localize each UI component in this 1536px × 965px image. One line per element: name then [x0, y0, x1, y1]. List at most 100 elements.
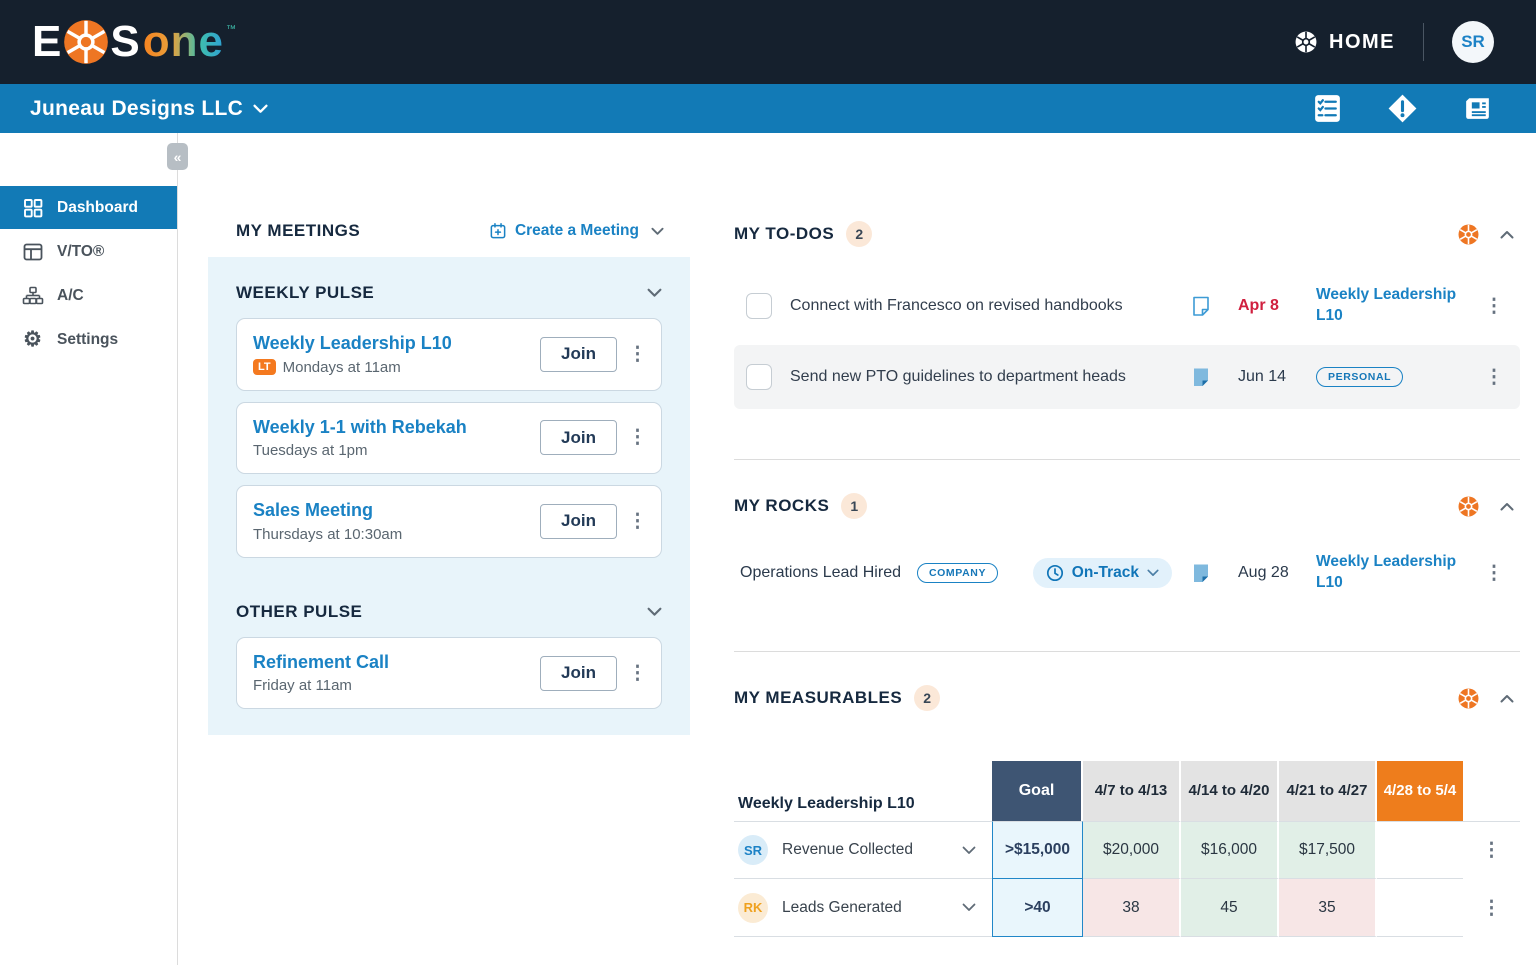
note-icon[interactable] [1190, 562, 1214, 584]
sidebar-item-dashboard[interactable]: Dashboard [0, 186, 177, 229]
todo-list-icon[interactable] [1311, 92, 1344, 125]
gear-icon: ⚙ [23, 328, 42, 351]
weekly-pulse-title: WEEKLY PULSE [236, 283, 375, 302]
sidebar-item-vto[interactable]: V/TO® [0, 230, 177, 273]
rock-text: Operations Lead Hired [740, 564, 901, 581]
chevron-up-icon[interactable] [1500, 230, 1514, 239]
kebab-menu-icon[interactable]: ⋮ [628, 510, 647, 532]
clock-icon [1046, 564, 1064, 582]
week-column-header: 4/21 to 4/27 [1279, 761, 1377, 821]
topbar-divider [1423, 23, 1424, 61]
kebab-menu-icon[interactable]: ⋮ [628, 662, 647, 684]
issues-icon[interactable] [1386, 92, 1419, 125]
user-avatar[interactable]: SR [1452, 21, 1494, 63]
chevron-down-icon[interactable] [647, 607, 662, 617]
eosone-logo[interactable]: E S one ™ [32, 18, 236, 66]
rock-due-date: Aug 28 [1238, 564, 1289, 581]
join-button[interactable]: Join [540, 503, 617, 539]
my-rocks-title: MY ROCKS [734, 496, 830, 515]
meeting-name-link[interactable]: Refinement Call [253, 651, 390, 672]
chevron-down-icon[interactable] [962, 846, 976, 855]
company-tag: COMPANY [916, 563, 999, 583]
meeting-name-link[interactable]: Weekly 1-1 with Rebekah [253, 416, 467, 437]
my-measurables-title: MY MEASURABLES [734, 688, 903, 707]
meeting-card: Weekly 1-1 with Rebekah Tuesdays at 1pm … [236, 401, 662, 475]
todo-text: Connect with Francesco on revised handbo… [790, 297, 1123, 314]
value-cell[interactable]: $16,000 [1181, 821, 1279, 879]
kebab-menu-icon[interactable]: ⋮ [1482, 897, 1501, 919]
kebab-menu-icon[interactable]: ⋮ [628, 427, 647, 449]
org-bar: Juneau Designs LLC [0, 84, 1536, 133]
todo-due-date: Apr 8 [1238, 297, 1279, 314]
note-icon[interactable] [1190, 366, 1214, 388]
kebab-menu-icon[interactable]: ⋮ [1484, 366, 1504, 388]
todo-item: Connect with Francesco on revised handbo… [734, 277, 1520, 335]
home-button[interactable]: HOME [1295, 31, 1395, 54]
top-bar: E S one ™ HOME SR [0, 0, 1536, 84]
other-pulse-title: OTHER PULSE [236, 601, 363, 621]
create-a-meeting-button[interactable]: Create a Meeting [489, 222, 664, 240]
headlines-icon[interactable] [1461, 92, 1494, 125]
personal-tag: PERSONAL [1316, 367, 1404, 387]
value-cell[interactable]: 35 [1279, 879, 1377, 937]
kebab-menu-icon[interactable]: ⋮ [1484, 562, 1504, 584]
value-cell[interactable] [1377, 879, 1463, 937]
goal-cell: >$15,000 [992, 821, 1083, 879]
eos-wheel-icon[interactable] [1458, 496, 1479, 517]
value-cell[interactable] [1377, 821, 1463, 879]
my-todos-title: MY TO-DOS [734, 224, 835, 243]
eos-wheel-icon[interactable] [1458, 688, 1479, 709]
rock-status-label: On-Track [1071, 564, 1139, 581]
meeting-card: Sales Meeting Thursdays at 10:30am Join … [236, 485, 662, 558]
todos-count-badge: 2 [846, 221, 873, 247]
join-button[interactable]: Join [540, 420, 617, 456]
chevron-up-icon[interactable] [1500, 694, 1514, 703]
my-meetings-title: MY MEETINGS [236, 221, 361, 240]
content-area: « Dashboard V/TO® A/C ⚙ [0, 133, 1536, 965]
todo-checkbox[interactable] [746, 293, 772, 319]
owner-avatar: RK [738, 892, 768, 923]
note-icon[interactable] [1190, 295, 1214, 317]
home-label: HOME [1329, 30, 1395, 53]
kebab-menu-icon[interactable]: ⋮ [1484, 295, 1504, 317]
todo-checkbox[interactable] [746, 364, 772, 390]
sidebar: « Dashboard V/TO® A/C ⚙ [0, 133, 188, 965]
company-switcher[interactable]: Juneau Designs LLC [30, 97, 268, 121]
calendar-plus-icon [489, 222, 507, 240]
vto-window-icon [21, 241, 44, 263]
meeting-link[interactable]: Weekly Leadership L10 [1316, 286, 1457, 324]
meeting-name-link[interactable]: Weekly Leadership L10 [253, 333, 452, 353]
eos-wheel-icon[interactable] [1458, 224, 1479, 245]
measurable-row-name: SR Revenue Collected [734, 821, 992, 879]
sidebar-item-ac[interactable]: A/C [0, 274, 177, 317]
company-name: Juneau Designs LLC [30, 96, 244, 120]
meeting-name-link[interactable]: Sales Meeting [253, 500, 374, 521]
value-cell[interactable]: $20,000 [1083, 821, 1181, 879]
my-measurables-section: MY MEASURABLES 2 Weekly Leadership L10 [734, 685, 1520, 937]
sidebar-item-settings[interactable]: ⚙ Settings [0, 318, 177, 361]
kebab-menu-icon[interactable]: ⋮ [1482, 840, 1501, 861]
value-cell[interactable]: 38 [1083, 879, 1181, 937]
goal-cell: >40 [992, 879, 1083, 937]
rocks-count-badge: 1 [841, 493, 868, 519]
dashboard-grid-icon [21, 197, 44, 219]
chevron-up-icon[interactable] [1500, 502, 1514, 511]
meeting-schedule: Tuesdays at 1pm [253, 442, 368, 460]
chevron-down-icon[interactable] [962, 903, 976, 912]
sidebar-collapse-button[interactable]: « [167, 143, 188, 170]
chevron-down-icon[interactable] [647, 288, 662, 298]
measurable-row-name: RK Leads Generated [734, 879, 992, 937]
sidebar-item-label: Dashboard [57, 198, 138, 216]
my-rocks-section: MY ROCKS 1 Operations Lead Hired COMPANY [734, 493, 1520, 601]
logo-one: one [142, 17, 224, 66]
kebab-menu-icon[interactable]: ⋮ [628, 343, 647, 365]
rock-status-dropdown[interactable]: On-Track [1032, 558, 1172, 588]
value-cell[interactable]: 45 [1181, 879, 1279, 937]
my-todos-section: MY TO-DOS 2 Connect with France [734, 221, 1520, 409]
my-meetings-section: MY MEETINGS Create a Meeting WEEKLY PULS… [208, 221, 690, 965]
meeting-link[interactable]: Weekly Leadership L10 [1316, 553, 1457, 591]
join-button[interactable]: Join [540, 336, 617, 372]
join-button[interactable]: Join [540, 655, 617, 691]
value-cell[interactable]: $17,500 [1279, 821, 1377, 879]
org-chart-icon [21, 285, 44, 307]
